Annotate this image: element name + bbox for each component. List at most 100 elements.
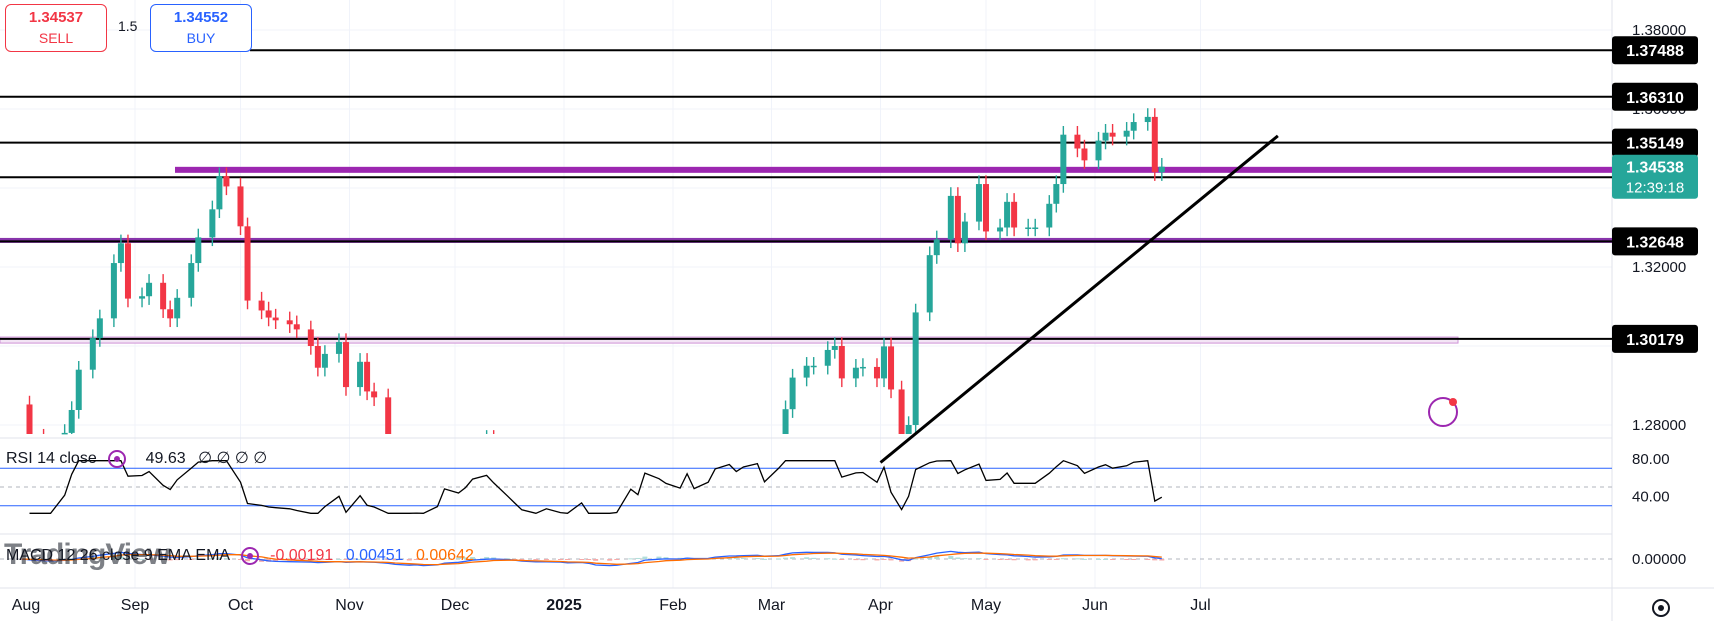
candle-body [146, 282, 153, 297]
macd-histogram-bar [565, 559, 571, 560]
indicator-settings-icon[interactable] [107, 449, 127, 469]
candle-body [96, 318, 103, 339]
macd-signal-line [22, 552, 1162, 566]
macd-histogram-bar [1060, 558, 1066, 560]
macd-histogram-bar [579, 559, 585, 560]
rsi-value: 49.63 [145, 450, 186, 467]
time-tick-label: Oct [228, 597, 253, 614]
macd-histogram-bar [322, 559, 328, 560]
level-badge [1612, 324, 1698, 353]
macd-histogram-bar [273, 559, 279, 562]
macd-histogram-bar [406, 559, 412, 561]
candle-body [1095, 140, 1102, 161]
macd-histogram-bar [642, 556, 648, 559]
candle-body [244, 226, 251, 301]
candle-body [888, 346, 895, 390]
candle-body [803, 365, 810, 378]
macd-histogram-bar [519, 559, 525, 560]
candle-body [961, 221, 968, 244]
candle-body [265, 310, 272, 318]
macd-histogram-bar [125, 557, 131, 559]
buy-label: BUY [186, 30, 216, 46]
sell-button[interactable]: 1.34537 SELL [5, 4, 107, 52]
rsi-line [29, 459, 1163, 514]
candle-body [982, 184, 989, 232]
candle-body [237, 186, 244, 227]
time-tick-label: Nov [335, 597, 363, 614]
current-price-label: 1.34538 [1626, 160, 1684, 177]
macd-histogram-bar [1110, 559, 1116, 560]
macd-histogram-bar [245, 559, 251, 562]
macd-histogram-bar [216, 557, 222, 559]
candle-body [859, 366, 866, 369]
level-badge-label: 1.36310 [1626, 90, 1684, 107]
candle-body [61, 432, 68, 435]
macd-histogram-bar [491, 557, 497, 559]
candle-body [223, 176, 230, 187]
candle-body [1081, 148, 1088, 161]
candle-body [174, 297, 181, 319]
time-tick-label: Jul [1190, 597, 1210, 614]
macd-panel [0, 550, 1612, 567]
macd-histogram-bar [1011, 559, 1017, 561]
time-tick-label: 2025 [546, 597, 582, 614]
candle-body [89, 338, 96, 370]
candle-body [1032, 227, 1039, 229]
time-tick-label: Apr [868, 597, 894, 614]
candle-body [975, 184, 982, 222]
macd-histogram-bar [308, 559, 314, 561]
macd-histogram-bar [209, 558, 215, 560]
candle-body [1046, 203, 1053, 228]
candle-body [852, 367, 859, 379]
candle-body [898, 389, 905, 434]
candle-body [1053, 184, 1060, 204]
macd-histogram-bar [385, 559, 391, 560]
chart-settings-icon [1652, 599, 1670, 617]
macd-histogram-bar [811, 557, 817, 559]
candle-body [881, 346, 888, 379]
macd-histogram-bar [1096, 558, 1102, 560]
macd-histogram-bar [948, 555, 954, 559]
candle-body [1004, 201, 1011, 228]
indicator-settings-icon[interactable] [240, 546, 260, 566]
zone-band [0, 336, 1459, 344]
buy-price: 1.34552 [173, 9, 229, 26]
macd-histogram-bar [1046, 559, 1052, 560]
macd-histogram-bar [392, 559, 398, 561]
candle-body [307, 329, 314, 346]
macd-histogram-bar [983, 559, 989, 560]
candle-body [216, 176, 223, 210]
trendline[interactable] [879, 134, 1279, 464]
macd-signal-value: 0.00642 [416, 547, 474, 565]
macd-histogram-bar [294, 559, 300, 561]
macd-histogram-bar [533, 559, 539, 560]
macd-histogram-bar [761, 558, 767, 560]
macd-histogram-bar [420, 559, 426, 561]
buy-button[interactable]: 1.34552 BUY [150, 4, 252, 52]
candle-body [789, 377, 796, 410]
price-candles [26, 108, 1165, 435]
candle-body [160, 282, 167, 310]
candle-body [258, 300, 265, 311]
macd-histogram-bar [441, 558, 447, 560]
macd-histogram-bar [195, 558, 201, 560]
macd-histogram-bar [955, 557, 961, 559]
price-tick-label: 1.38000 [1632, 22, 1686, 39]
macd-histogram-bar [505, 558, 511, 560]
macd-histogram-bar [586, 559, 592, 560]
macd-histogram-bar [456, 557, 462, 559]
candle-body [997, 227, 1004, 232]
macd-histogram-bar [167, 559, 173, 561]
candle-body [912, 312, 919, 425]
candle-body [905, 425, 912, 434]
macd-histogram-bar [1081, 558, 1087, 560]
macd-histogram-bar [111, 556, 117, 559]
macd-histogram-bar [512, 559, 518, 560]
candle-body [385, 397, 392, 434]
candle-body [831, 346, 838, 350]
macd-histogram-bar [413, 559, 419, 560]
macd-tick-label: 0.00000 [1632, 551, 1686, 568]
candle-body [110, 263, 117, 319]
macd-histogram-bar [804, 557, 810, 559]
